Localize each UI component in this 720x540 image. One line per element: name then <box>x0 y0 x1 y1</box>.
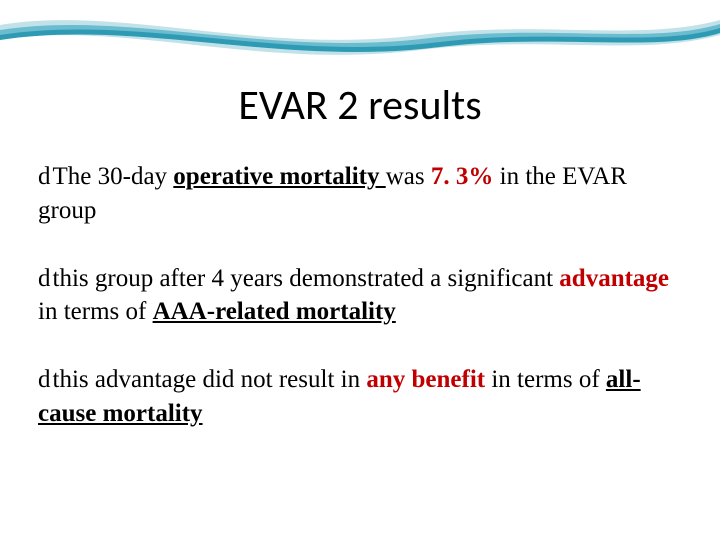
bullet-2: dthis group after 4 years demonstrated a… <box>38 262 682 330</box>
slide-body: dThe 30-day operative mortality was 7. 3… <box>38 160 682 465</box>
bullet-3-text-c: in terms of <box>491 366 606 393</box>
bullet-2-text-d: AAA-related mortality <box>153 298 396 325</box>
bullet-1-text-a: The 30-day <box>53 163 174 190</box>
bullet-glyph-icon: d <box>38 265 51 292</box>
bullet-glyph-icon: d <box>38 366 51 393</box>
bullet-1: dThe 30-day operative mortality was 7. 3… <box>38 160 682 228</box>
wave-decoration <box>0 0 720 90</box>
bullet-1-text-c: was <box>386 163 431 190</box>
bullet-1-text-b: operative mortality <box>173 163 385 190</box>
bullet-2-text-c: in terms of <box>38 298 153 325</box>
bullet-3: dthis advantage did not result in any be… <box>38 363 682 431</box>
bullet-3-text-b: any benefit <box>366 366 491 393</box>
bullet-2-text-b: advantage <box>559 265 669 292</box>
slide-title: EVAR 2 results <box>0 80 720 131</box>
bullet-3-text-a: this advantage did not result in <box>53 366 367 393</box>
bullet-1-text-d: 7. 3% <box>431 163 500 190</box>
bullet-2-text-a: this group after 4 years demonstrated a … <box>53 265 560 292</box>
bullet-glyph-icon: d <box>38 163 51 190</box>
